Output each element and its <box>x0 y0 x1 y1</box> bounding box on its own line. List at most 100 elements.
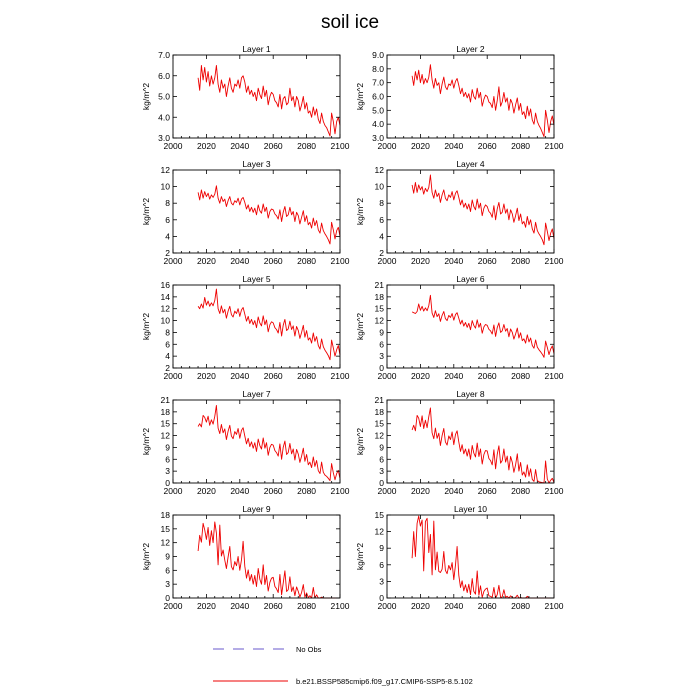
series-line <box>411 174 555 246</box>
series-line <box>411 407 555 484</box>
y-tick-label: 6.0 <box>158 71 170 81</box>
x-tick-label: 2080 <box>297 256 316 266</box>
y-tick-label: 8 <box>165 327 170 337</box>
legend-no-obs-label: No Obs <box>296 645 322 654</box>
y-tick-label: 4 <box>165 231 170 241</box>
panel-title: Layer 10 <box>454 504 487 514</box>
x-tick-label: 2060 <box>478 371 497 381</box>
x-tick-label: 2020 <box>411 371 430 381</box>
y-tick-label: 10 <box>161 182 171 192</box>
series-line <box>197 521 340 599</box>
series-line <box>197 64 341 137</box>
y-tick-label: 9.0 <box>372 50 384 60</box>
y-axis-label: kg/m^2 <box>355 543 365 570</box>
panel-layer-2: Layer 2 2000 2020 2040 2060 2080 2100 3.0 4.0 5.0… <box>355 44 564 151</box>
y-tick-label: 15 <box>161 524 171 534</box>
series-line <box>197 405 341 482</box>
plot-frame <box>172 399 341 484</box>
y-tick-label: 8 <box>165 198 170 208</box>
x-tick-label: 2040 <box>230 601 249 611</box>
panel-title: Layer 2 <box>456 44 485 54</box>
y-tick-label: 9 <box>165 552 170 562</box>
x-tick-label: 2000 <box>378 486 397 496</box>
x-tick-label: 2060 <box>478 256 497 266</box>
y-tick-label: 12 <box>375 431 385 441</box>
y-tick-label: 9 <box>165 442 170 452</box>
y-tick-label: 3 <box>379 576 384 586</box>
y-axis-label: kg/m^2 <box>141 543 151 570</box>
y-tick-label: 0 <box>165 478 170 488</box>
y-tick-label: 4 <box>379 231 384 241</box>
x-tick-label: 2060 <box>478 141 497 151</box>
x-tick-label: 2100 <box>545 486 564 496</box>
x-tick-label: 2020 <box>411 601 430 611</box>
y-tick-label: 2 <box>165 248 170 258</box>
y-tick-label: 2 <box>165 363 170 373</box>
y-tick-label: 6 <box>379 339 384 349</box>
y-tick-label: 3 <box>379 351 384 361</box>
x-tick-label: 2000 <box>164 256 183 266</box>
y-tick-label: 10 <box>161 316 171 326</box>
y-tick-label: 12 <box>161 304 171 314</box>
x-tick-label: 2100 <box>331 141 350 151</box>
x-tick-label: 2020 <box>197 141 216 151</box>
y-tick-label: 7.0 <box>158 50 170 60</box>
plot-frame <box>386 54 555 139</box>
panel-title: Layer 4 <box>456 159 485 169</box>
y-tick-label: 0 <box>379 363 384 373</box>
legend: No Obs b.e21.BSSP585cmip6.f09_g17.CMIP6-… <box>213 645 473 686</box>
y-tick-label: 8 <box>379 198 384 208</box>
x-tick-label: 2040 <box>444 486 463 496</box>
x-tick-label: 2080 <box>511 601 530 611</box>
y-tick-label: 6 <box>165 565 170 575</box>
x-tick-label: 2000 <box>378 601 397 611</box>
panel-layer-8: Layer 8 2000 2020 2040 2060 2080 2100 0 3 6 912 15 1… <box>355 389 564 496</box>
y-tick-label: 0 <box>379 593 384 603</box>
y-tick-label: 6 <box>165 215 170 225</box>
panel-layer-7: Layer 7 2000 2020 2040 2060 2080 2100 0 3 6 912 15 1… <box>141 389 350 496</box>
y-axis-label: kg/m^2 <box>355 428 365 455</box>
y-tick-label: 12 <box>161 431 171 441</box>
x-tick-label: 2000 <box>378 256 397 266</box>
panel-title: Layer 6 <box>456 274 485 284</box>
x-tick-label: 2020 <box>411 141 430 151</box>
x-tick-label: 2020 <box>197 601 216 611</box>
x-tick-label: 2040 <box>230 371 249 381</box>
panel-title: Layer 9 <box>242 504 271 514</box>
legend-series-label: b.e21.BSSP585cmip6.f09_g17.CMIP6-SSP5-8.… <box>296 677 473 686</box>
y-tick-label: 6 <box>379 454 384 464</box>
x-tick-label: 2020 <box>411 256 430 266</box>
plot-frame <box>172 169 341 254</box>
y-tick-label: 6.0 <box>372 92 384 102</box>
y-tick-label: 8.0 <box>372 64 384 74</box>
x-tick-label: 2020 <box>197 371 216 381</box>
x-tick-label: 2100 <box>545 256 564 266</box>
y-tick-label: 9 <box>379 442 384 452</box>
y-tick-label: 3.0 <box>158 133 170 143</box>
y-tick-label: 6 <box>379 215 384 225</box>
x-tick-label: 2020 <box>197 486 216 496</box>
y-tick-label: 12 <box>375 165 385 175</box>
y-tick-label: 6 <box>165 339 170 349</box>
x-tick-label: 2100 <box>545 601 564 611</box>
x-tick-label: 2020 <box>197 256 216 266</box>
panel-layer-5: Layer 5 2000 2020 2040 2060 2080 2100 2 4 6 810 12 1… <box>141 274 350 381</box>
y-tick-label: 18 <box>375 292 385 302</box>
panel-title: Layer 1 <box>242 44 271 54</box>
series-line <box>197 288 341 361</box>
series-line <box>411 294 555 358</box>
panel-title: Layer 7 <box>242 389 271 399</box>
x-tick-label: 2080 <box>511 371 530 381</box>
x-tick-label: 2060 <box>264 601 283 611</box>
y-tick-label: 15 <box>375 510 385 520</box>
series-line <box>411 515 554 599</box>
y-tick-label: 2 <box>379 248 384 258</box>
y-tick-label: 15 <box>375 419 385 429</box>
y-tick-label: 6 <box>379 560 384 570</box>
y-tick-label: 18 <box>161 510 171 520</box>
y-tick-label: 12 <box>161 165 171 175</box>
x-tick-label: 2080 <box>297 371 316 381</box>
panel-title: Layer 5 <box>242 274 271 284</box>
x-tick-label: 2100 <box>545 141 564 151</box>
x-tick-label: 2100 <box>331 486 350 496</box>
